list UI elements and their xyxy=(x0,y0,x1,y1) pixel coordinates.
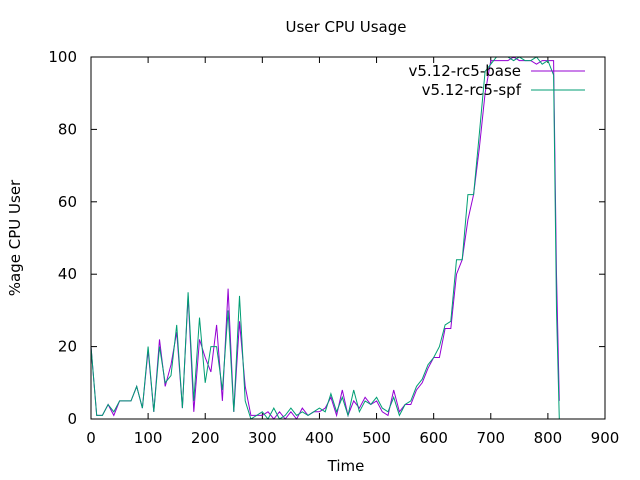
x-tick-label: 0 xyxy=(86,429,96,447)
plot-border xyxy=(90,56,606,420)
y-tick-label: 0 xyxy=(67,410,77,428)
x-tick-label: 500 xyxy=(362,429,391,447)
x-tick-label: 300 xyxy=(248,429,277,447)
x-tick-label: 700 xyxy=(476,429,505,447)
x-tick-label: 100 xyxy=(134,429,163,447)
y-tick-label: 60 xyxy=(58,193,77,211)
x-axis-label: Time xyxy=(327,457,365,475)
x-tick-label: 200 xyxy=(191,429,220,447)
series-lines xyxy=(90,56,560,420)
x-tick-label: 800 xyxy=(534,429,563,447)
y-tick-label: 100 xyxy=(48,48,77,66)
legend-label-1: v5.12-rc5-base xyxy=(409,62,522,80)
legend-label-2: v5.12-rc5-spf xyxy=(422,81,522,99)
y-tick-label: 40 xyxy=(58,265,77,283)
x-tick-label: 600 xyxy=(419,429,448,447)
series-line-2 xyxy=(90,56,560,420)
x-tick-label: 900 xyxy=(591,429,620,447)
y-axis-label: %age CPU User xyxy=(6,179,24,296)
axis-tick-labels: 0 100 200 300 400 500 600 700 800 900 0 20 40 60 80 100 xyxy=(48,48,619,447)
x-tick-label: 400 xyxy=(305,429,334,447)
y-tick-label: 20 xyxy=(58,338,77,356)
y-tick-label: 80 xyxy=(58,120,77,138)
chart-title: User CPU Usage xyxy=(286,18,407,36)
